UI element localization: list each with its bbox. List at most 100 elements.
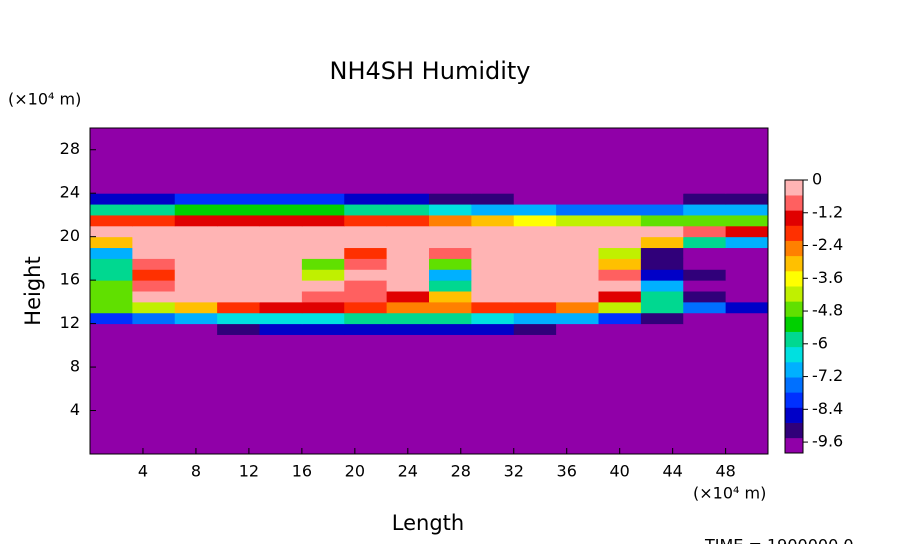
cell (132, 128, 176, 194)
x-axis-label: Length (392, 511, 464, 535)
cell (301, 301, 345, 314)
cell (132, 280, 176, 292)
cell (640, 269, 684, 281)
cell (640, 128, 684, 194)
cell (429, 193, 472, 205)
cell (344, 269, 388, 281)
cell (217, 334, 260, 455)
cell (217, 312, 260, 325)
x-tick-label: 4 (138, 462, 148, 481)
cell (598, 236, 642, 249)
cell (217, 291, 260, 303)
cell (556, 323, 599, 335)
cell (429, 225, 472, 238)
y-unit: (×10⁴ m) (8, 90, 81, 109)
cell (132, 312, 176, 325)
colorbar-band (785, 377, 803, 393)
cell (90, 225, 133, 238)
cell (513, 291, 557, 303)
cell (301, 128, 345, 194)
cell (471, 193, 515, 205)
cell (471, 301, 515, 314)
x-tick-label: 48 (715, 462, 735, 481)
cell (429, 280, 472, 292)
cell (429, 258, 472, 270)
x-tick-label: 12 (239, 462, 259, 481)
cell (344, 225, 388, 238)
cell (132, 204, 176, 216)
cell (132, 214, 176, 227)
cell (217, 301, 260, 314)
colorbar-band (785, 225, 803, 241)
footer: TIME = 1900000.0 (704, 536, 854, 544)
cell (386, 214, 430, 227)
y-tick-label: 20 (60, 226, 80, 245)
cell (90, 269, 133, 281)
cell (513, 204, 557, 216)
cell (640, 291, 684, 303)
cell (386, 225, 430, 238)
y-tick-label: 16 (60, 270, 80, 289)
cell (386, 258, 430, 270)
cell (725, 128, 769, 194)
cell (174, 128, 218, 194)
cell (217, 128, 260, 194)
cell (556, 214, 599, 227)
cell (513, 312, 557, 325)
cell (301, 214, 345, 227)
cell (386, 280, 430, 292)
cell (556, 247, 599, 259)
cell (598, 291, 642, 303)
cell (90, 323, 133, 335)
cell (259, 269, 303, 281)
colorbar-band (785, 210, 803, 226)
colorbar-band (785, 346, 803, 363)
cell (598, 301, 642, 314)
cell (598, 193, 642, 205)
cell (217, 204, 260, 216)
cell (471, 323, 515, 335)
x-tick-label: 40 (610, 462, 630, 481)
cell (132, 236, 176, 249)
y-axis-label: Height (21, 256, 45, 325)
cell (132, 291, 176, 303)
cell (344, 128, 388, 194)
cell (344, 247, 388, 259)
x-unit: (×10⁴ m) (693, 484, 766, 503)
cell (640, 204, 684, 216)
cell (259, 323, 303, 335)
cell (174, 236, 218, 249)
colorbar-tick-label: -1.2 (812, 202, 843, 221)
cell (471, 280, 515, 292)
cell (725, 280, 769, 292)
cell (132, 334, 176, 455)
cell (259, 334, 303, 455)
cell (90, 236, 133, 249)
cell (556, 225, 599, 238)
cell (386, 312, 430, 325)
cell (556, 204, 599, 216)
cell (598, 204, 642, 216)
x-tick-label: 36 (557, 462, 577, 481)
cell (683, 258, 727, 270)
cell (259, 236, 303, 249)
cell (344, 301, 388, 314)
cell (90, 247, 133, 259)
cell (217, 193, 260, 205)
cell (344, 204, 388, 216)
cell (725, 334, 769, 455)
cell (259, 291, 303, 303)
colorbar-band (785, 195, 803, 211)
cell (640, 280, 684, 292)
colorbar-tick-label: 0 (812, 170, 822, 189)
cell (344, 291, 388, 303)
cell (598, 258, 642, 270)
cell (90, 204, 133, 216)
cell (683, 225, 727, 238)
colorbar-tick-label: -7.2 (812, 366, 843, 385)
x-tick-label: 16 (292, 462, 312, 481)
cell (556, 258, 599, 270)
colorbar-tick-label: -4.8 (812, 301, 843, 320)
cell (598, 334, 642, 455)
colorbar-band (785, 271, 803, 287)
